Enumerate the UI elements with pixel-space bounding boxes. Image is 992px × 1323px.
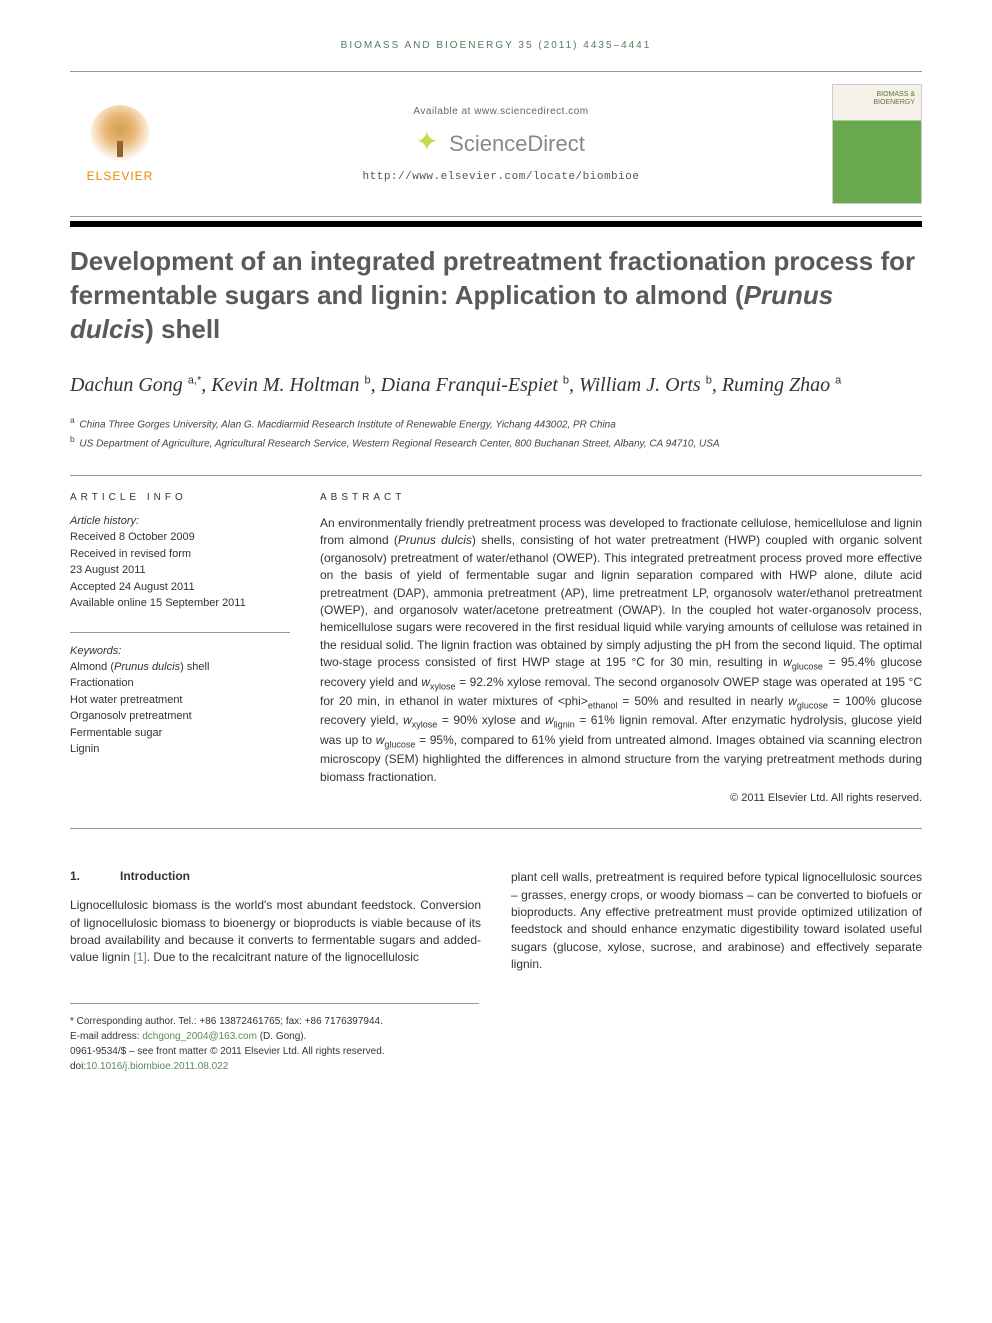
keywords-label: Keywords: — [70, 645, 290, 657]
affiliation-item: a China Three Gorges University, Alan G.… — [70, 414, 922, 432]
body-column-left: 1.Introduction Lignocellulosic biomass i… — [70, 869, 481, 973]
journal-citation-header: BIOMASS AND BIOENERGY 35 (2011) 4435–444… — [70, 40, 922, 51]
divider — [70, 475, 922, 476]
email-line: E-mail address: dchgong_2004@163.com (D.… — [70, 1029, 479, 1044]
intro-paragraph-left: Lignocellulosic biomass is the world's m… — [70, 897, 481, 967]
article-info-sidebar: ARTICLE INFO Article history: Received 8… — [70, 492, 290, 804]
keyword-item: Organosolv pretreatment — [70, 708, 290, 725]
affiliations: a China Three Gorges University, Alan G.… — [70, 414, 922, 451]
journal-cover-title: BIOMASS & BIOENERGY — [833, 91, 915, 108]
header-center: Available at www.sciencedirect.com Scien… — [170, 106, 832, 183]
keyword-item: Fractionation — [70, 675, 290, 692]
keyword-item: Lignin — [70, 741, 290, 758]
keyword-item: Almond (Prunus dulcis) shell — [70, 659, 290, 676]
divider — [70, 828, 922, 829]
section-number: 1. — [70, 869, 120, 883]
journal-cover-thumbnail: BIOMASS & BIOENERGY — [832, 84, 922, 204]
elsevier-tree-icon — [90, 105, 150, 165]
body-two-column: 1.Introduction Lignocellulosic biomass i… — [70, 869, 922, 973]
elsevier-logo: ELSEVIER — [70, 105, 170, 183]
history-item: Accepted 24 August 2011 — [70, 579, 290, 596]
citation-link[interactable]: [1] — [133, 950, 146, 964]
abstract-text: An environmentally friendly pretreatment… — [320, 515, 922, 786]
journal-homepage-url[interactable]: http://www.elsevier.com/locate/biombioe — [170, 171, 832, 183]
doi-link[interactable]: 10.1016/j.biombioe.2011.08.022 — [86, 1061, 228, 1072]
article-info-heading: ARTICLE INFO — [70, 492, 290, 503]
section-heading-introduction: 1.Introduction — [70, 869, 481, 883]
history-item: Received 8 October 2009 — [70, 529, 290, 546]
corresponding-author: * Corresponding author. Tel.: +86 138724… — [70, 1014, 479, 1029]
email-link[interactable]: dchgong_2004@163.com — [142, 1031, 257, 1042]
sciencedirect-flower-icon — [417, 131, 443, 157]
available-at-text: Available at www.sciencedirect.com — [170, 106, 832, 117]
article-title: Development of an integrated pretreatmen… — [70, 245, 922, 346]
issn-line: 0961-9534/$ – see front matter © 2011 El… — [70, 1044, 479, 1059]
keyword-item: Hot water pretreatment — [70, 692, 290, 709]
affiliation-item: b US Department of Agriculture, Agricult… — [70, 433, 922, 451]
abstract-heading: ABSTRACT — [320, 492, 922, 503]
history-label: Article history: — [70, 515, 290, 527]
body-column-right: plant cell walls, pretreatment is requir… — [511, 869, 922, 973]
history-item: Available online 15 September 2011 — [70, 595, 290, 612]
sciencedirect-logo[interactable]: ScienceDirect — [170, 131, 832, 157]
history-item: Received in revised form — [70, 546, 290, 563]
author-list: Dachun Gong a,*, Kevin M. Holtman b, Dia… — [70, 370, 922, 400]
article-footer: * Corresponding author. Tel.: +86 138724… — [70, 1003, 479, 1074]
elsevier-text: ELSEVIER — [70, 169, 170, 183]
section-title: Introduction — [120, 869, 190, 883]
history-item: 23 August 2011 — [70, 562, 290, 579]
keyword-item: Fermentable sugar — [70, 725, 290, 742]
title-separator-bar — [70, 221, 922, 227]
keywords-block: Keywords: Almond (Prunus dulcis) shellFr… — [70, 632, 290, 758]
intro-paragraph-right: plant cell walls, pretreatment is requir… — [511, 869, 922, 973]
doi-line: doi:10.1016/j.biombioe.2011.08.022 — [70, 1059, 479, 1074]
sciencedirect-text: ScienceDirect — [449, 131, 585, 157]
info-abstract-row: ARTICLE INFO Article history: Received 8… — [70, 492, 922, 804]
abstract-column: ABSTRACT An environmentally friendly pre… — [320, 492, 922, 804]
copyright-line: © 2011 Elsevier Ltd. All rights reserved… — [320, 792, 922, 804]
publisher-header-row: ELSEVIER Available at www.sciencedirect.… — [70, 71, 922, 217]
